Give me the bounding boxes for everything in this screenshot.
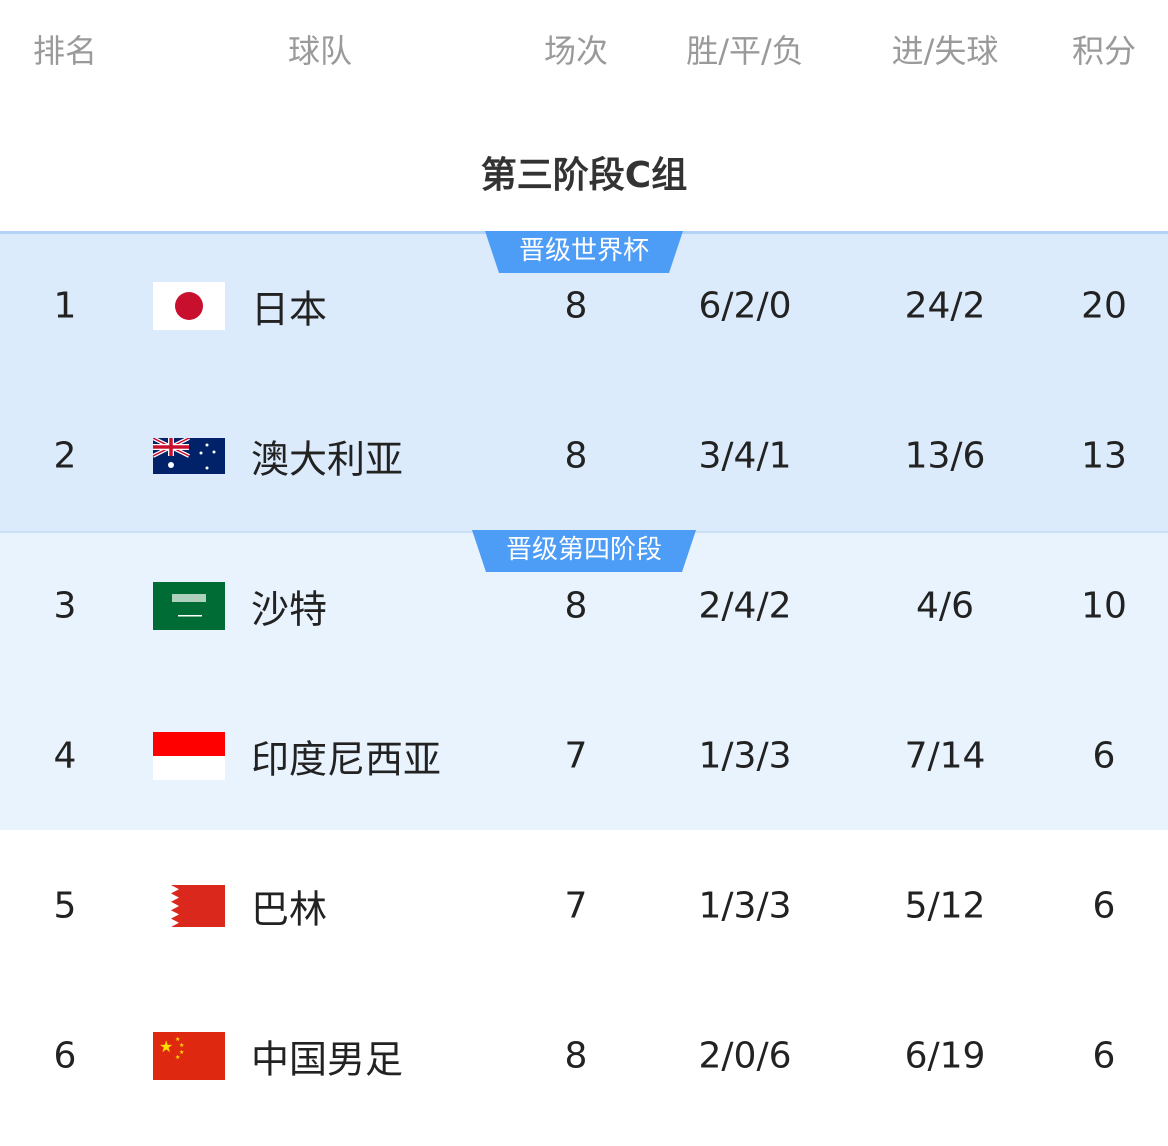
goals-cell: 6/19 xyxy=(904,1035,986,1077)
qualify-badge: 晋级世界杯 xyxy=(485,231,683,273)
wdl-cell: 1/3/3 xyxy=(698,885,792,927)
goals-cell: 7/14 xyxy=(904,735,986,777)
header-team: 球队 xyxy=(287,32,353,70)
goals-cell: 13/6 xyxy=(904,435,986,477)
rank-cell: 6 xyxy=(53,1035,77,1077)
header-goals: 进/失球 xyxy=(891,32,999,70)
points-cell: 10 xyxy=(1081,585,1127,627)
points-cell: 6 xyxy=(1092,1035,1116,1077)
played-cell: 8 xyxy=(564,435,588,477)
played-cell: 8 xyxy=(564,285,588,327)
svg-text:★: ★ xyxy=(179,1042,184,1049)
header-points: 积分 xyxy=(1071,32,1137,70)
team-name[interactable]: 沙特 xyxy=(251,587,328,632)
svg-text:★: ★ xyxy=(175,1036,180,1043)
played-cell: 8 xyxy=(564,1035,588,1077)
wdl-cell: 1/3/3 xyxy=(698,735,792,777)
wdl-cell: 3/4/1 xyxy=(698,435,792,477)
wdl-cell: 2/4/2 xyxy=(698,585,792,627)
wdl-cell: 2/0/6 xyxy=(698,1035,792,1077)
table-row[interactable]: 2 8 3/4/1 13/6 13 澳大利亚 xyxy=(0,381,1168,531)
table-row[interactable]: 3 8 2/4/2 4/6 10 沙特 xyxy=(0,531,1168,681)
rank-cell: 5 xyxy=(53,885,77,927)
wdl-cell: 6/2/0 xyxy=(698,285,792,327)
fourth-stage-badge: 晋级第四阶段 xyxy=(472,530,696,572)
saudi-arabia-flag xyxy=(153,582,225,630)
goals-cell: 24/2 xyxy=(904,285,986,327)
header-wdl: 胜/平/负 xyxy=(686,32,804,70)
played-cell: 7 xyxy=(564,885,588,927)
points-cell: 13 xyxy=(1081,435,1127,477)
goals-cell: 4/6 xyxy=(916,585,974,627)
team-name[interactable]: 巴林 xyxy=(251,887,328,932)
rank-cell: 4 xyxy=(53,735,77,777)
team-name[interactable]: 日本 xyxy=(251,287,328,332)
svg-text:★: ★ xyxy=(159,1037,173,1056)
header-rank: 排名 xyxy=(32,32,98,70)
group-title: 第三阶段C组 xyxy=(480,155,688,196)
china-flag: ★ ★ ★ ★ ★ xyxy=(153,1032,225,1080)
fourth-stage-zone: 晋级第四阶段 xyxy=(0,531,1168,830)
points-cell: 6 xyxy=(1092,735,1116,777)
team-name[interactable]: 澳大利亚 xyxy=(251,437,404,482)
team-name[interactable]: 中国男足 xyxy=(251,1037,404,1082)
svg-text:★: ★ xyxy=(179,1049,184,1056)
australia-flag xyxy=(153,432,225,480)
points-cell: 6 xyxy=(1092,885,1116,927)
goals-cell: 5/12 xyxy=(904,885,986,927)
table-row[interactable]: 1 8 6/2/0 24/2 20 日本 xyxy=(0,231,1168,381)
played-cell: 8 xyxy=(564,585,588,627)
bahrain-flag xyxy=(153,882,225,930)
rank-cell: 1 xyxy=(53,285,77,327)
svg-text:★: ★ xyxy=(175,1054,180,1061)
points-cell: 20 xyxy=(1081,285,1127,327)
header-played: 场次 xyxy=(543,32,609,70)
rank-cell: 2 xyxy=(53,435,77,477)
rank-cell: 3 xyxy=(53,585,77,627)
japan-flag xyxy=(153,282,225,330)
table-row[interactable]: 5 7 1/3/3 5/12 6 巴林 xyxy=(0,831,1168,981)
team-name[interactable]: 印度尼西亚 xyxy=(251,737,442,782)
indonesia-flag xyxy=(153,732,225,780)
played-cell: 7 xyxy=(564,735,588,777)
table-row[interactable]: 4 7 1/3/3 7/14 6 印度尼西亚 xyxy=(0,681,1168,831)
table-row[interactable]: 6 8 2/0/6 6/19 6 ★ ★ ★ ★ ★ 中国男足 xyxy=(0,981,1168,1131)
qualify-zone: 晋级世界杯 xyxy=(0,231,1168,531)
